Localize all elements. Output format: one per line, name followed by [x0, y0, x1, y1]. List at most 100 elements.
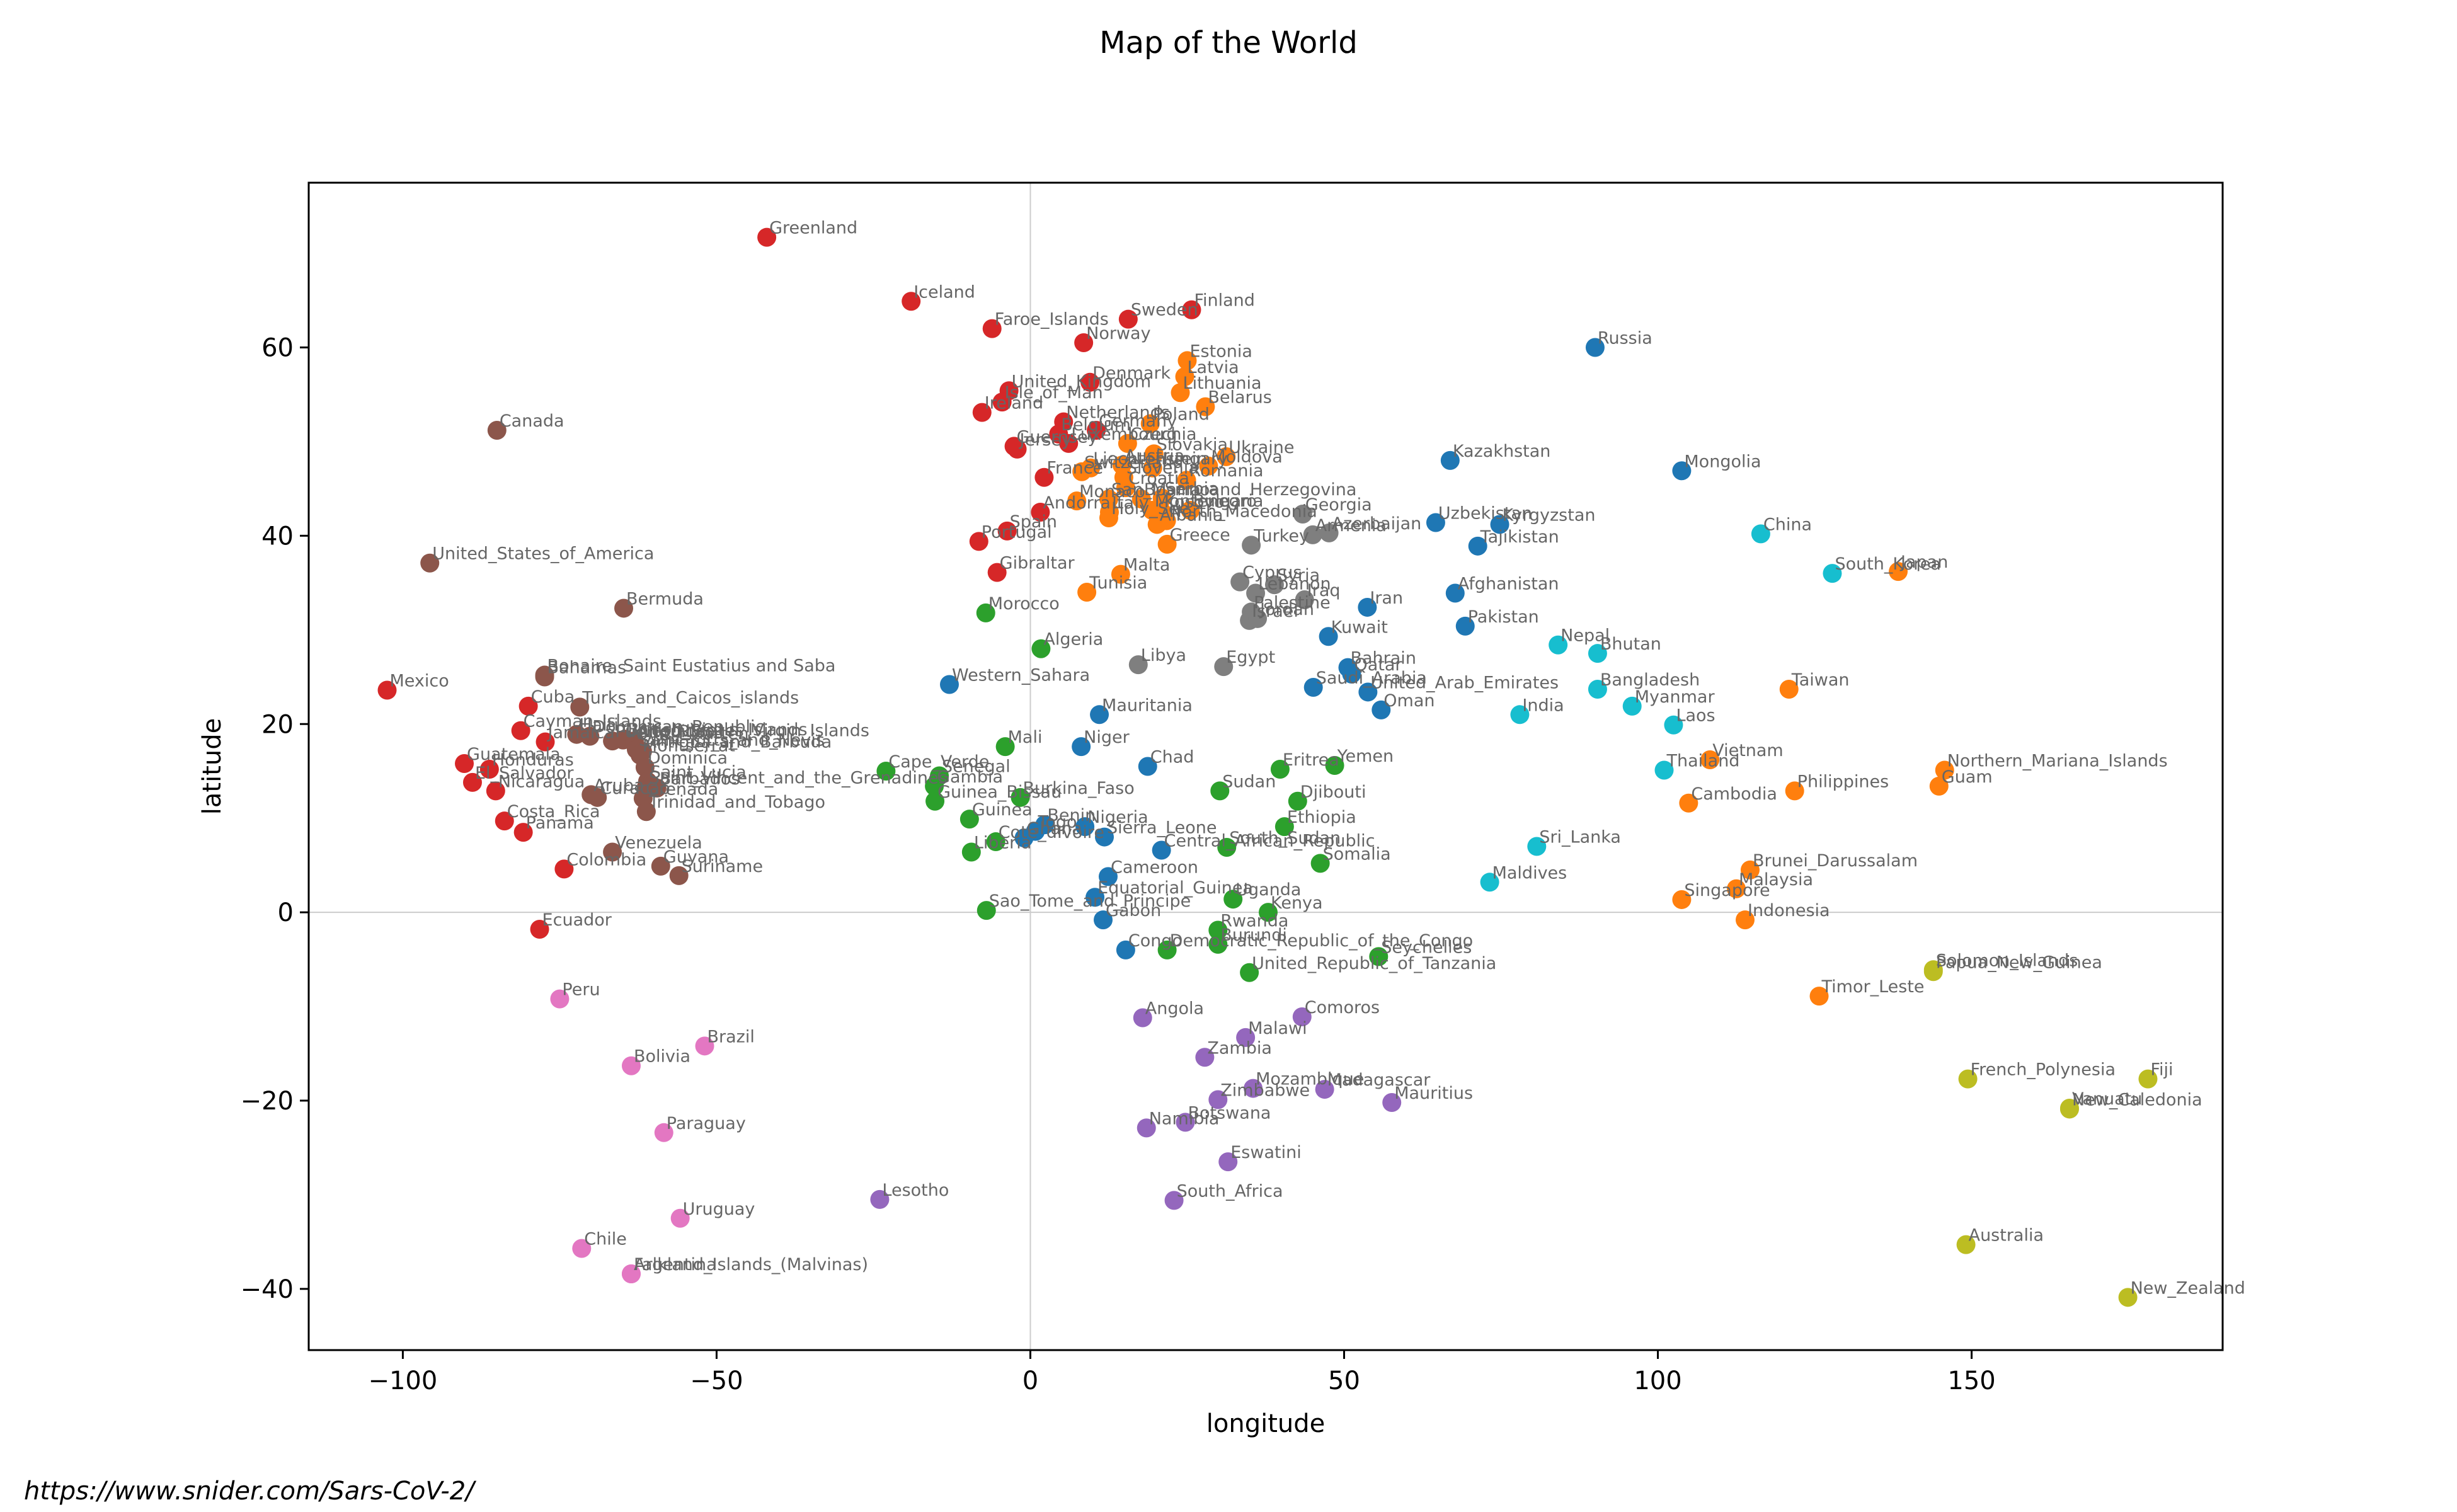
point-label: Bahrain: [1350, 649, 1416, 668]
data-point: [1315, 1080, 1334, 1099]
point-label: Liberia: [974, 833, 1031, 852]
data-point: [1116, 478, 1135, 498]
data-point: [635, 757, 655, 777]
point-label: Dominica: [648, 748, 728, 768]
point-label: South_Africa: [1177, 1181, 1283, 1201]
data-point: [647, 778, 667, 798]
point-label: Ukraine: [1228, 438, 1294, 457]
point-label: Indonesia: [1748, 901, 1830, 920]
data-point: [1293, 505, 1312, 524]
data-point: [1176, 1113, 1195, 1132]
data-point: [1177, 471, 1196, 490]
point-label: Philippines: [1797, 772, 1889, 791]
data-point: [1426, 513, 1445, 532]
data-point: [1372, 700, 1391, 719]
point-label: Italy: [1112, 493, 1149, 513]
point-label: Liechtenstein: [1093, 449, 1207, 469]
point-label: China: [1763, 515, 1812, 534]
point-label: Kyrgyzstan: [1503, 505, 1596, 525]
data-point: [580, 726, 600, 746]
point-label: Serbia: [1165, 479, 1219, 499]
point-label: South_Korea: [1835, 554, 1941, 574]
point-label: Burundi: [1220, 925, 1287, 945]
point-label: Nepal: [1561, 626, 1610, 646]
point-label: Estonia: [1189, 341, 1252, 361]
data-point: [487, 421, 507, 440]
data-point: [570, 697, 590, 717]
point-label: Chad: [1150, 748, 1194, 767]
point-label: Finland: [1194, 291, 1254, 311]
data-point: [1081, 458, 1101, 478]
point-label: Montenegro: [1155, 491, 1257, 511]
data-point: [1240, 963, 1259, 982]
x-axis-ticks: −100 −50 0 50 100 150: [368, 1350, 1996, 1395]
data-point: [1480, 873, 1499, 892]
point-label: Guyana: [663, 847, 729, 867]
x-axis-label: longitude: [1206, 1409, 1325, 1438]
data-point: [757, 227, 777, 247]
data-point: [1310, 854, 1330, 873]
point-label: Saint_Vincent_and_the_Grenadines: [649, 768, 948, 788]
point-label: Malta: [1123, 556, 1170, 575]
data-point: [1823, 564, 1842, 583]
data-point: [1208, 1090, 1228, 1109]
data-point: [1137, 1118, 1156, 1138]
y-tick-label: 40: [261, 522, 294, 551]
data-point: [997, 521, 1017, 541]
point-label: Montserrat: [643, 736, 735, 756]
point-label: Argentina: [634, 1255, 717, 1274]
point-label: Central_African_Republic: [1164, 831, 1375, 850]
data-point: [1011, 788, 1030, 807]
point-label: Iceland: [914, 282, 975, 302]
data-point: [1111, 564, 1130, 584]
point-label: Seychelles: [1381, 937, 1472, 957]
point-label: Isle_of_Man: [1005, 383, 1103, 403]
data-point: [1072, 737, 1091, 757]
data-point: [420, 553, 440, 573]
data-point: [1258, 903, 1278, 922]
data-point: [1095, 827, 1114, 847]
data-point: [969, 532, 988, 551]
data-point: [870, 1189, 890, 1209]
point-label: Syria: [1277, 566, 1320, 585]
data-point: [1288, 791, 1307, 811]
data-point: [1455, 616, 1475, 636]
point-label: Costa_Rica: [507, 802, 600, 822]
point-label: Australia: [1969, 1226, 2044, 1246]
point-label: Rwanda: [1220, 912, 1288, 931]
point-label: New_Zealand: [2131, 1278, 2245, 1298]
point-label: Faroe_Islands: [995, 310, 1109, 329]
data-point: [621, 1056, 641, 1075]
point-label: United_States_Virgin_Islands: [626, 721, 869, 741]
data-point: [1144, 444, 1164, 464]
point-label: Greece: [1170, 525, 1230, 545]
point-label: Chile: [584, 1230, 627, 1249]
data-point: [1292, 1007, 1312, 1026]
point-label: Bulgaria: [1193, 491, 1263, 511]
data-point: [1217, 447, 1236, 466]
source-url: https://www.snider.com/Sars-CoV-2/: [24, 1477, 474, 1506]
point-label: Ethiopia: [1287, 808, 1356, 827]
point-label: Romania: [1189, 461, 1263, 481]
data-point: [486, 781, 505, 801]
point-label: India: [1522, 696, 1564, 715]
data-point: [1094, 910, 1113, 930]
point-label: Sao_Tome_and_Principe: [989, 891, 1191, 911]
point-label: Bahamas: [547, 658, 627, 678]
point-label: Democratic_Republic_of_the_Congo: [1170, 931, 1474, 951]
data-point: [614, 598, 634, 618]
point-label: Vietnam: [1712, 741, 1784, 760]
point-label: Botswana: [1188, 1103, 1271, 1123]
data-point: [636, 802, 656, 822]
data-point: [1210, 781, 1230, 801]
data-point: [1727, 879, 1746, 898]
point-label: Armenia: [1315, 516, 1387, 536]
data-point: [1067, 491, 1087, 511]
data-point: [1549, 635, 1568, 655]
data-point: [1527, 837, 1547, 856]
point-label: Hungary: [1155, 449, 1228, 469]
point-label: Iraq: [1307, 581, 1341, 600]
point-label: Bermuda: [626, 589, 704, 609]
data-point: [695, 1036, 714, 1056]
data-point: [976, 901, 996, 920]
